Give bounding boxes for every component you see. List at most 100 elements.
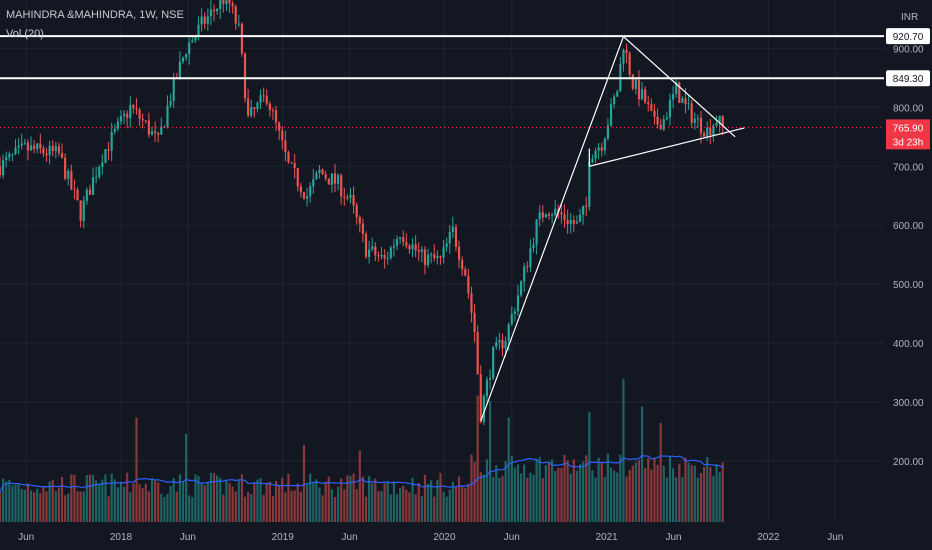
volume-bar [417,482,420,522]
trendlines[interactable] [480,36,745,422]
volume-bar [231,486,234,522]
candle-body [206,16,209,24]
volume-bar [355,489,358,522]
candle-body [631,74,634,89]
x-tick-label: 2020 [433,532,456,543]
volume-bar [262,494,265,522]
volume-bar [470,454,473,522]
volume-bar [312,482,315,522]
candle-body [340,175,343,197]
candle-body [513,311,516,314]
volume-bar [290,490,293,522]
candle-body [535,219,538,245]
volume-bar [358,450,361,522]
x-tick-label: 2019 [272,532,295,543]
volume-bar [488,401,492,522]
volume-bar [60,476,64,522]
volume-bar [234,491,237,522]
candle-body [569,220,572,224]
volume-bar [699,472,703,522]
volume-bar [219,477,222,522]
volume-bar [293,490,296,522]
volume-bar [557,467,560,522]
volume-bar [656,464,659,522]
volume-bar [2,478,5,522]
candle-body [119,116,123,122]
candle-body [591,158,594,163]
candle-body [60,152,64,158]
volume-bar [29,490,33,522]
volume-bar [91,474,95,522]
candle-body [5,157,8,160]
candle-body [709,127,712,136]
volume-bar [380,490,383,522]
candle-body [51,145,54,152]
candle-body [129,104,132,118]
volume-bar [423,475,427,522]
candle-body [721,115,724,126]
volume-bar [188,495,191,522]
volume-bar [368,476,371,522]
candle-body [371,246,374,250]
volume-bar [631,465,634,522]
candle-body [510,313,513,325]
volume-bar [454,486,458,522]
x-tick-label: Jun [665,532,681,543]
volume-bar [696,477,699,522]
candle-body [374,246,377,256]
volume-bar [321,495,324,522]
candle-body [299,186,302,193]
volume-bar [253,482,256,522]
volume-bar [82,491,85,522]
candle-body [355,205,358,218]
y-tick-label: 200.00 [893,457,924,468]
candle-body [132,104,135,109]
candle-body [395,238,399,246]
volume-bar [678,463,681,522]
candle-body [113,128,116,132]
time-axis[interactable]: Jun 2018 Jun 2019 Jun 2020 Jun 2021 Jun 2022 Jun [18,532,843,543]
candle-body [82,200,85,221]
candle-body [302,192,306,199]
candle-body [361,223,364,234]
level-price-badge [886,28,930,45]
volume-bar [259,478,262,522]
volume-bar [67,493,70,522]
candle-body [613,96,616,105]
candle-body [448,232,451,244]
candle-body [678,82,681,103]
volume-bar [343,489,346,522]
volume-bar [175,491,178,522]
volume-bar [591,470,594,522]
candle-body [194,35,197,41]
candle-body [95,176,98,178]
candle-body [625,49,628,54]
candle-body [79,200,82,221]
candle-body [324,174,327,179]
price-axis[interactable]: 200.00 300.00 400.00 500.00 600.00 700.00 800.… [884,0,932,550]
volume-bar [278,484,281,522]
candle-body [274,110,278,123]
candle-body [178,61,181,79]
candle-body [349,195,352,198]
candle-body [225,0,228,5]
volume-bar [479,472,482,522]
volume-bar [457,476,461,522]
candle-body [684,98,687,104]
volume-bar [256,479,259,522]
candle-body [616,91,619,97]
candle-body [141,118,144,121]
horizontal-levels[interactable]: 920.70 849.30 765.90 3d 23h [0,28,930,150]
candle-body [64,157,67,179]
candle-body [228,0,231,4]
candle-body [637,79,641,100]
volume-bar [715,464,718,522]
volume-bar [461,486,464,522]
candle-body [160,126,163,135]
volume-bar [634,462,637,522]
candle-body [544,214,547,218]
volume-bar [209,472,213,522]
candle-body [430,254,433,256]
candle-body [262,95,265,97]
